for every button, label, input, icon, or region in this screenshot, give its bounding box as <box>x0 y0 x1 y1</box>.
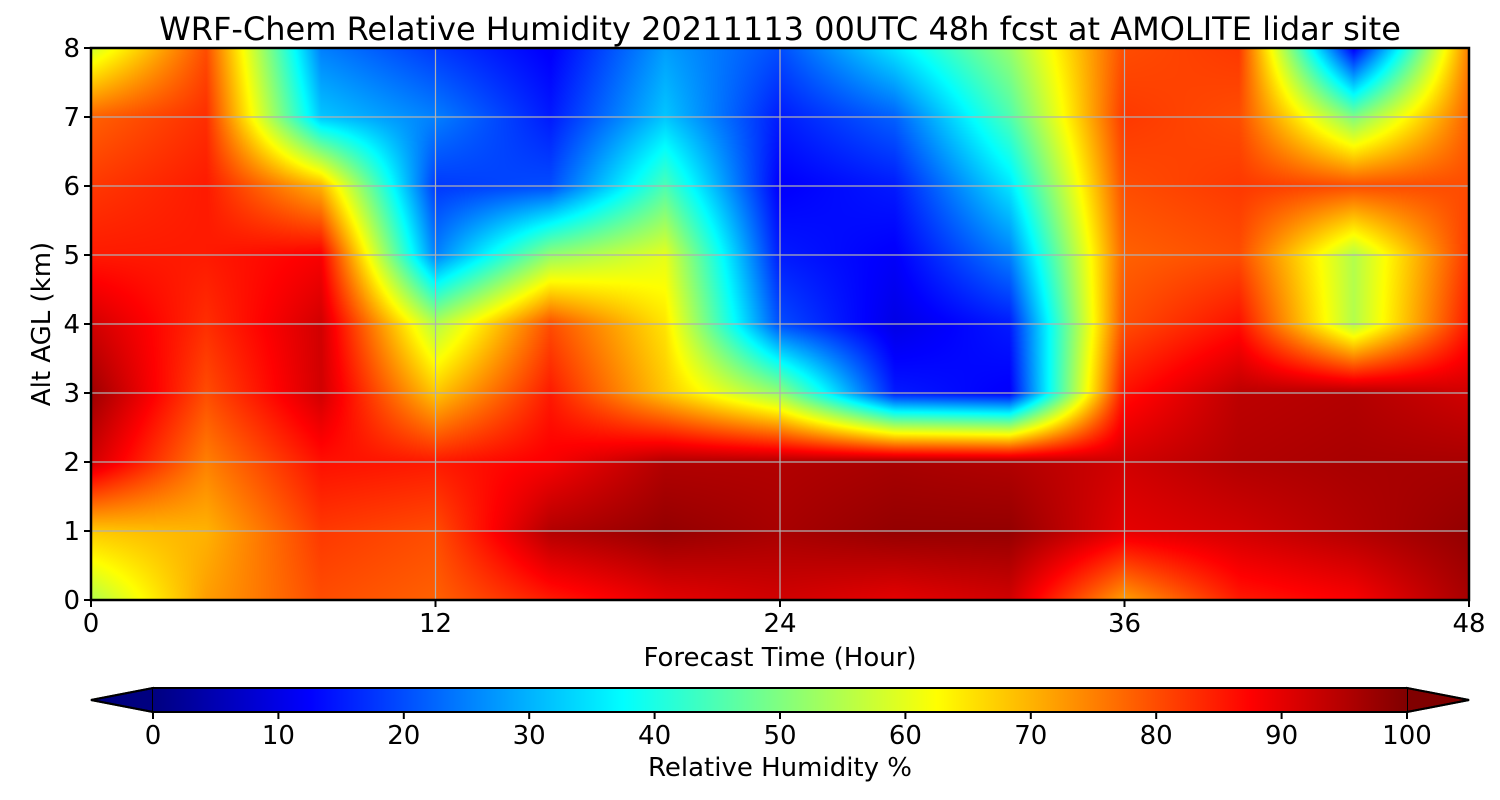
y-tick-label-7: 7 <box>63 103 80 133</box>
y-tick-label-6: 6 <box>63 172 80 202</box>
y-tick-label-8: 8 <box>63 34 80 64</box>
colorbar-tick-label-4: 40 <box>638 721 671 751</box>
colorbar-extend-high <box>1406 686 1470 714</box>
colorbar-extend-low <box>90 686 154 714</box>
colorbar-tick-label-2: 20 <box>387 721 420 751</box>
chart-title: WRF-Chem Relative Humidity 20211113 00UT… <box>159 10 1401 48</box>
colorbar-tick-label-9: 90 <box>1265 721 1298 751</box>
x-tick-label-2: 24 <box>763 609 796 639</box>
y-tick-label-1: 1 <box>63 517 80 547</box>
y-tick-label-5: 5 <box>63 241 80 271</box>
y-tick-label-2: 2 <box>63 448 80 478</box>
colorbar-tick-label-8: 80 <box>1140 721 1173 751</box>
colorbar-ticks: 0 10 20 30 40 50 60 70 80 90 100 <box>145 712 1432 751</box>
x-tick-label-3: 36 <box>1108 609 1141 639</box>
colorbar-tick-label-3: 30 <box>513 721 546 751</box>
x-tick-label-4: 48 <box>1452 609 1485 639</box>
colorbar-tick-label-10: 100 <box>1382 721 1432 751</box>
x-axis-ticks: 0 12 24 36 48 <box>83 600 1486 639</box>
grid-lines <box>91 48 1469 600</box>
colorbar: 0 10 20 30 40 50 60 70 80 90 100 Relative Humidity… <box>90 686 1470 783</box>
colorbar-tick-label-7: 70 <box>1014 721 1047 751</box>
x-tick-label-0: 0 <box>83 609 100 639</box>
x-axis-label: Forecast Time (Hour) <box>643 643 916 673</box>
y-tick-label-3: 3 <box>63 379 80 409</box>
y-axis-ticks: 0 1 2 3 4 5 6 7 8 <box>63 34 91 616</box>
colorbar-gradient <box>153 688 1407 712</box>
y-tick-label-4: 4 <box>63 310 80 340</box>
colorbar-tick-label-5: 50 <box>763 721 796 751</box>
y-tick-label-0: 0 <box>63 586 80 616</box>
colorbar-tick-label-0: 0 <box>145 721 162 751</box>
colorbar-label: Relative Humidity % <box>648 753 912 783</box>
y-axis-label: Alt AGL (km) <box>27 242 57 406</box>
x-tick-label-1: 12 <box>419 609 452 639</box>
colorbar-tick-label-6: 60 <box>889 721 922 751</box>
colorbar-tick-label-1: 10 <box>262 721 295 751</box>
